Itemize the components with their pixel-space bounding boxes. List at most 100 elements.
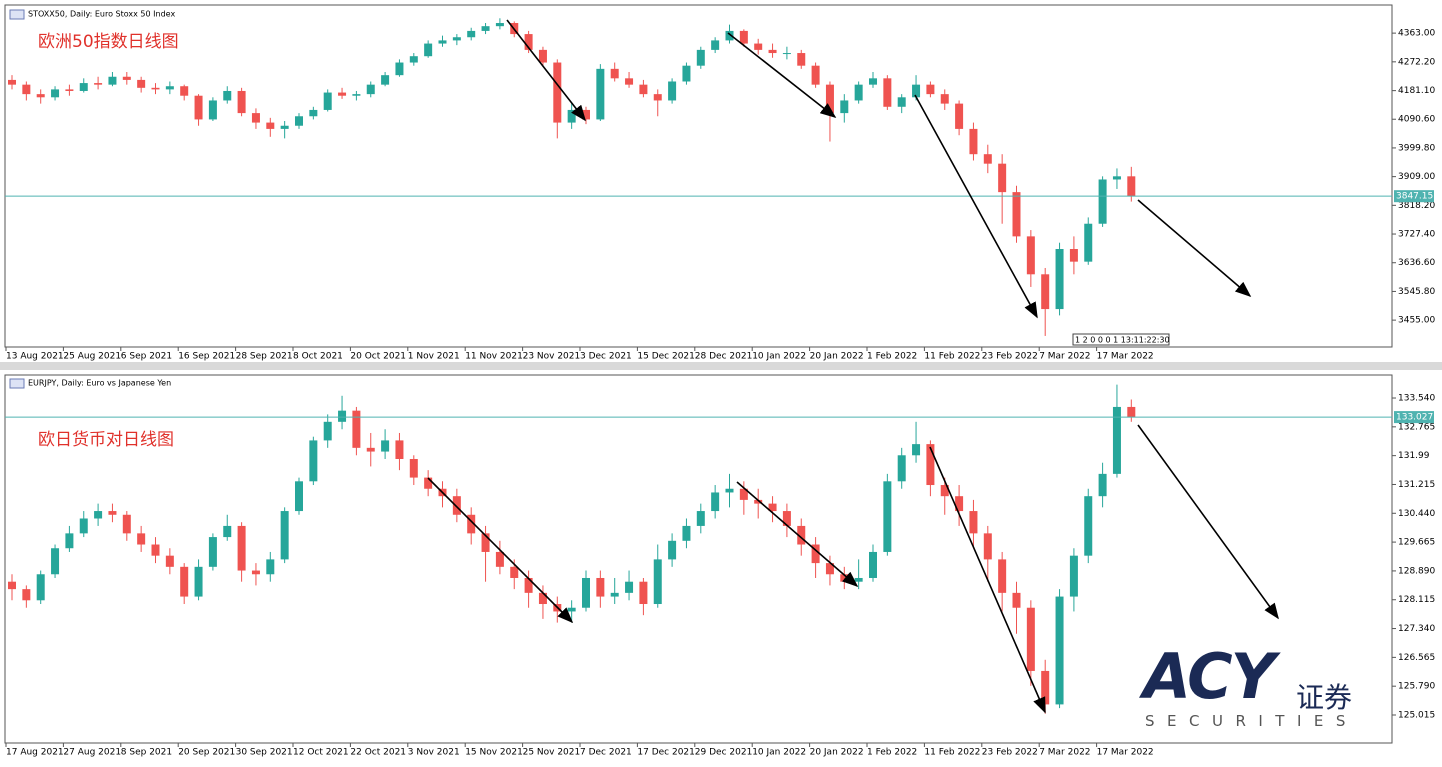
candle-body	[653, 559, 662, 605]
x-tick-label: 15 Dec 2021	[637, 352, 695, 362]
candle-body	[295, 481, 303, 512]
plot-frame	[4, 374, 1393, 744]
candle-body	[797, 525, 806, 545]
candle-body	[438, 40, 447, 44]
candle-body	[926, 84, 935, 95]
x-tick-label: 28 Sep 2021	[236, 352, 293, 362]
candle-body	[251, 570, 260, 575]
y-tick-label: 3455.00	[1398, 316, 1435, 326]
x-tick-label: 20 Jan 2022	[810, 748, 864, 758]
price-tag	[1394, 411, 1434, 424]
candle-body	[912, 444, 921, 456]
candle-body	[582, 577, 590, 608]
candle-body	[366, 447, 375, 452]
x-tick-label: 25 Nov 2021	[523, 748, 581, 758]
trend-arrow	[427, 477, 574, 624]
candle-body	[180, 86, 189, 96]
price-tag-label: 133.027	[1396, 413, 1433, 423]
candle-body	[467, 30, 476, 38]
candle-body	[883, 78, 892, 107]
y-tick-label: 4181.10	[1398, 86, 1435, 96]
candle-body	[998, 163, 1007, 193]
chart-title: 欧日货币对日线图	[38, 430, 174, 450]
candle-body	[897, 97, 906, 107]
candle-body	[711, 40, 720, 50]
x-tick-label: 13 Aug 2021	[6, 352, 64, 362]
candle-body	[8, 79, 16, 85]
x-tick-label: 11 Nov 2021	[465, 352, 523, 362]
candle-body	[208, 537, 217, 567]
y-tick-label: 4272.20	[1398, 57, 1435, 67]
logo-chinese: 证券	[1296, 681, 1353, 714]
candle-body	[1012, 192, 1021, 237]
chart-header: STOXX50, Daily: Euro Stoxx 50 Index	[28, 10, 175, 19]
y-tick-label: 125.015	[1398, 711, 1435, 721]
candle-body	[510, 566, 519, 578]
separator	[0, 362, 1442, 370]
candle-body	[912, 84, 921, 98]
candle-body	[309, 109, 318, 117]
x-tick-label: 10 Jan 2022	[752, 748, 806, 758]
x-tick-label: 17 Mar 2022	[1097, 748, 1154, 758]
y-tick-label: 4090.60	[1398, 115, 1435, 125]
candle-body	[610, 592, 619, 597]
y-tick-label: 131.99	[1398, 451, 1430, 461]
candle-body	[381, 75, 390, 85]
candle-body	[567, 607, 576, 612]
candle-body	[983, 533, 992, 560]
candle-body	[754, 499, 763, 504]
y-tick-label: 128.890	[1398, 566, 1435, 576]
x-tick-label: 23 Feb 2022	[982, 352, 1038, 362]
candle-body	[811, 65, 820, 85]
x-tick-label: 22 Oct 2021	[350, 748, 406, 758]
x-tick-label: 20 Jan 2022	[810, 352, 864, 362]
candle-body	[51, 89, 60, 98]
candle-body	[137, 79, 146, 88]
x-tick-label: 3 Nov 2021	[408, 748, 460, 758]
candle-body	[725, 488, 734, 493]
candle-body	[237, 90, 246, 114]
x-tick-label: 6 Sep 2021	[121, 352, 172, 362]
x-tick-label: 1 Feb 2022	[867, 352, 917, 362]
candle-body	[567, 109, 576, 123]
candle-body	[280, 125, 289, 129]
candle-body	[251, 113, 260, 123]
candle-body	[625, 581, 634, 593]
candle-body	[969, 511, 978, 534]
candle-body	[682, 525, 691, 541]
candle-body	[582, 109, 590, 120]
x-tick-label: 17 Mar 2022	[1097, 352, 1154, 362]
plot-frame	[4, 4, 1393, 348]
candle-body	[165, 86, 174, 90]
trend-arrow	[506, 19, 586, 122]
x-tick-label: 23 Feb 2022	[982, 748, 1038, 758]
y-tick-label: 132.765	[1398, 422, 1435, 432]
x-tick-label: 27 Aug 2021	[63, 748, 121, 758]
trend-arrow	[1137, 199, 1252, 298]
candle-body	[610, 68, 619, 79]
x-tick-label: 23 Nov 2021	[523, 352, 581, 362]
trend-arrow	[1137, 424, 1279, 620]
candle-body	[754, 43, 763, 50]
candle-body	[1098, 179, 1107, 224]
candle-body	[553, 62, 562, 123]
candle-body	[739, 488, 748, 500]
x-tick-label: 17 Dec 2021	[637, 748, 695, 758]
x-tick-label: 7 Dec 2021	[580, 748, 632, 758]
candle-body	[309, 440, 318, 482]
candle-body	[94, 83, 103, 85]
candle-body	[969, 128, 978, 155]
y-tick-label: 129.665	[1398, 538, 1435, 548]
price-tag	[1394, 190, 1434, 203]
y-tick-label: 133.540	[1398, 394, 1435, 404]
candle-body	[409, 458, 418, 478]
y-tick-label: 3818.20	[1398, 201, 1435, 211]
candle-body	[79, 83, 88, 91]
candle-body	[108, 76, 117, 85]
candle-body	[668, 81, 677, 101]
candle-body	[940, 94, 949, 104]
candle-body	[983, 154, 992, 164]
x-tick-label: 17 Aug 2021	[6, 748, 64, 758]
symbol-icon	[9, 9, 25, 20]
x-tick-label: 11 Feb 2022	[924, 352, 980, 362]
